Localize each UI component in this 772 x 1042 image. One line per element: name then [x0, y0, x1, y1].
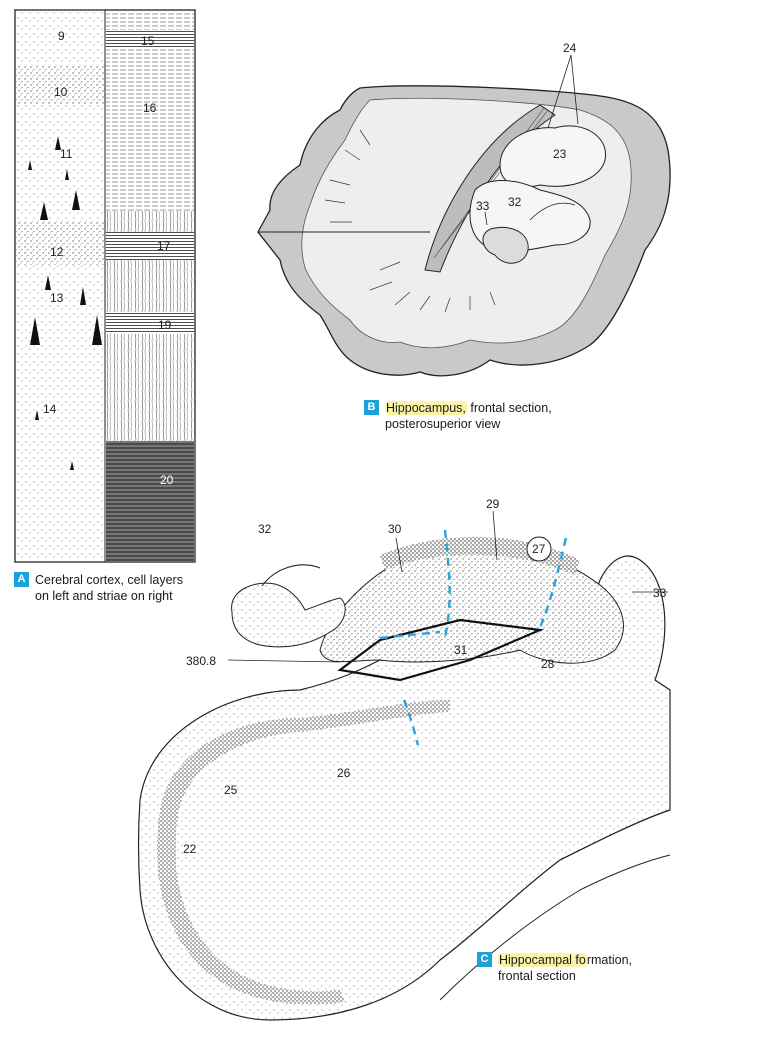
label-15: 15	[141, 34, 155, 48]
label-33-b: 33	[476, 199, 490, 213]
label-30: 30	[388, 522, 402, 536]
badge-c: C	[477, 952, 492, 967]
caption-c: C Hippocampal formation, frontal section	[477, 952, 632, 984]
caption-c-highlight: Hippocampal fo	[498, 953, 587, 967]
caption-b-line2: posterosuperior view	[385, 417, 501, 431]
label-25: 25	[224, 783, 238, 797]
label-11: 11	[60, 147, 73, 161]
panel-a-drawing	[14, 9, 196, 563]
label-31: 31	[454, 643, 468, 657]
label-17: 17	[157, 239, 171, 253]
label-23: 23	[553, 147, 567, 161]
label-16: 16	[143, 101, 157, 115]
label-20: 20	[160, 473, 174, 487]
label-13: 13	[50, 291, 64, 305]
caption-b-rest: frontal section,	[466, 401, 552, 415]
caption-a-line2: on left and striae on right	[35, 589, 173, 603]
caption-b: B Hippocampus, frontal section, posterosu…	[364, 400, 552, 432]
label-28: 28	[541, 657, 555, 671]
caption-c-rest: rmation,	[586, 953, 633, 967]
caption-a: A Cerebral cortex, cell layers on left an…	[14, 572, 183, 604]
badge-b: B	[364, 400, 379, 415]
panel-c-drawing	[137, 510, 671, 1021]
label-26: 26	[337, 766, 351, 780]
label-12: 12	[50, 245, 64, 259]
label-14: 14	[43, 402, 57, 416]
label-32-c: 32	[258, 522, 272, 536]
caption-b-highlight: Hippocampus,	[385, 401, 467, 415]
caption-a-line1: Cerebral cortex, cell layers	[35, 573, 183, 587]
label-33-c: 33	[653, 586, 667, 600]
label-22: 22	[183, 842, 197, 856]
label-9: 9	[58, 29, 65, 43]
label-29: 29	[486, 497, 500, 511]
label-24: 24	[563, 41, 577, 55]
caption-c-line2: frontal section	[498, 969, 576, 983]
label-19: 19	[158, 318, 172, 332]
label-32-b: 32	[508, 195, 522, 209]
label-380-8: 380.8	[186, 654, 216, 668]
badge-a: A	[14, 572, 29, 587]
label-27: 27	[532, 542, 546, 556]
panel-b-drawing	[257, 54, 671, 377]
label-10: 10	[54, 85, 68, 99]
